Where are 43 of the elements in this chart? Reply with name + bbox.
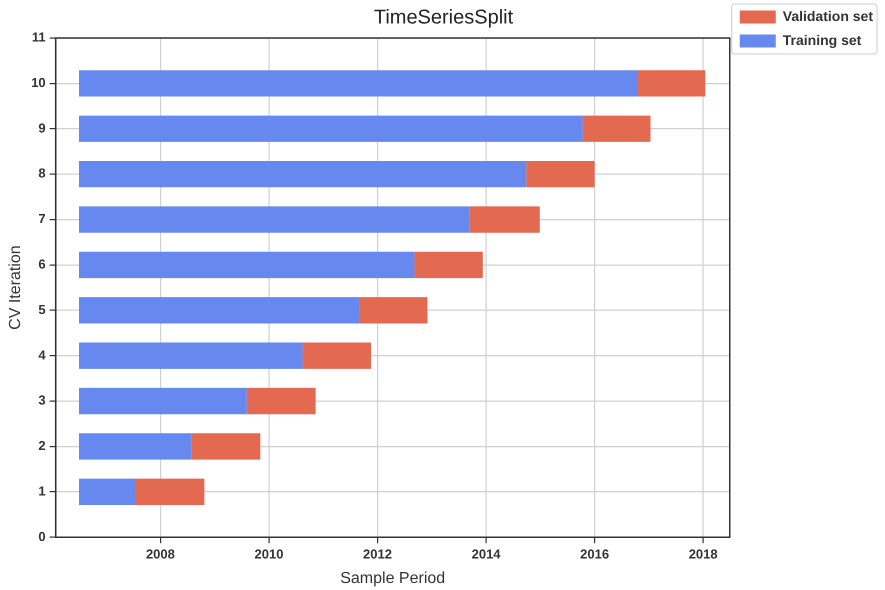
bar — [414, 252, 483, 278]
bar — [526, 160, 595, 188]
y-tick-label: 6 — [38, 256, 46, 272]
bar — [470, 206, 540, 233]
bar — [79, 160, 526, 188]
chart-title: TimeSeriesSplit — [374, 6, 514, 29]
y-tick-label: 10 — [31, 74, 46, 90]
bar — [79, 70, 638, 97]
bar — [79, 297, 360, 324]
bar — [638, 70, 706, 97]
bar — [79, 478, 136, 505]
x-tick-label: 2014 — [472, 546, 502, 562]
y-tick-label: 7 — [38, 211, 46, 226]
y-tick-label: 1 — [38, 483, 46, 498]
y-tick-label: 4 — [38, 347, 46, 362]
y-tick-label: 8 — [38, 166, 46, 181]
y-tick-label: 5 — [38, 302, 46, 317]
x-axis-title: Sample Period — [340, 570, 446, 587]
bar — [79, 252, 414, 278]
y-tick-label: 9 — [38, 120, 46, 136]
y-tick-label: 3 — [38, 392, 46, 408]
x-tick-label: 2008 — [146, 546, 175, 562]
x-tick-label: 2012 — [363, 546, 392, 562]
bar — [79, 206, 470, 233]
legend-label: Training set — [782, 32, 862, 48]
legend-label: Validation set — [782, 8, 874, 24]
bar — [79, 388, 247, 414]
bar — [582, 116, 651, 142]
bar — [79, 342, 303, 369]
x-tick-label: 2010 — [254, 546, 284, 562]
bar — [302, 342, 371, 369]
x-tick-label: 2016 — [580, 546, 610, 562]
bar — [79, 116, 583, 142]
bar — [359, 297, 428, 324]
y-tick-label: 11 — [32, 30, 46, 45]
y-tick-label: 0 — [38, 528, 46, 544]
bar — [191, 433, 260, 460]
bar — [136, 478, 204, 505]
x-tick-label: 2018 — [688, 546, 718, 562]
y-axis-title: CV Iteration — [7, 245, 24, 330]
y-tick-label: 2 — [38, 438, 46, 454]
bar — [246, 388, 316, 414]
bar — [79, 433, 192, 460]
